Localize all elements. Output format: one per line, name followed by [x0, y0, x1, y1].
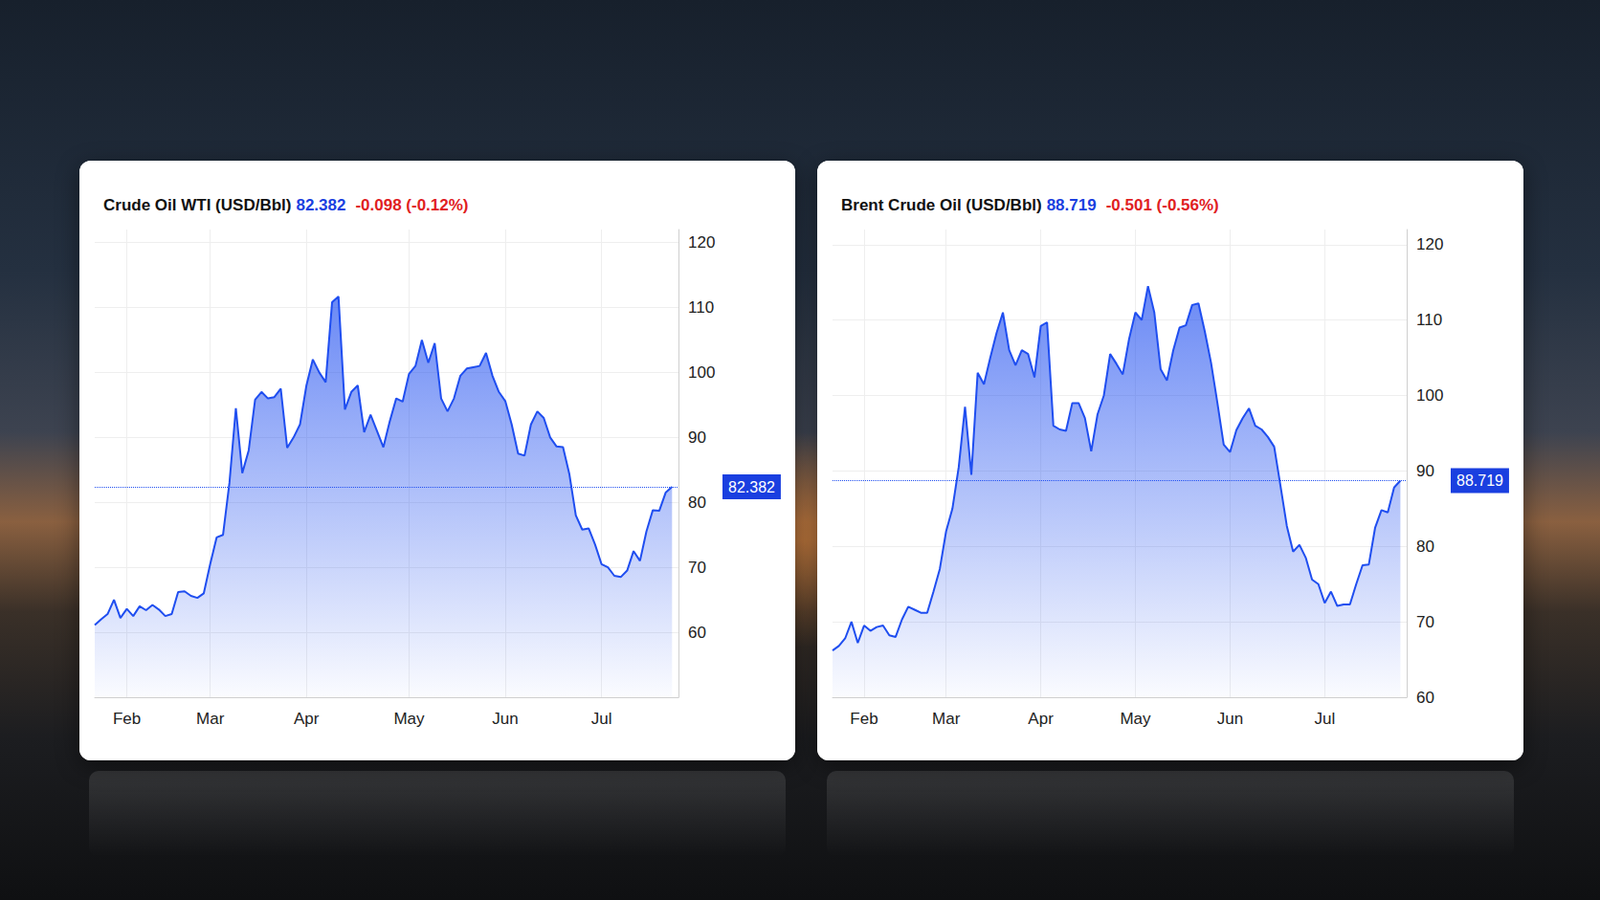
svg-text:Apr: Apr: [1027, 710, 1054, 729]
svg-text:100: 100: [1416, 386, 1444, 405]
svg-text:88.719: 88.719: [1046, 196, 1097, 215]
svg-text:60: 60: [1416, 688, 1435, 708]
svg-text:110: 110: [1416, 311, 1443, 330]
svg-text:90: 90: [688, 428, 707, 447]
svg-text:Crude Oil WTI (USD/Bbl): Crude Oil WTI (USD/Bbl): [103, 196, 291, 215]
svg-text:May: May: [1119, 710, 1152, 729]
svg-text:60: 60: [688, 623, 707, 643]
svg-text:70: 70: [1416, 613, 1435, 632]
svg-text:Apr: Apr: [293, 710, 320, 729]
svg-text:120: 120: [688, 233, 715, 252]
svg-text:80: 80: [688, 493, 707, 512]
svg-text:120: 120: [1416, 235, 1444, 254]
svg-text:Brent Crude Oil (USD/Bbl): Brent Crude Oil (USD/Bbl): [841, 196, 1043, 215]
svg-text:82.382: 82.382: [728, 479, 776, 496]
svg-text:Mar: Mar: [932, 710, 961, 729]
svg-text:Feb: Feb: [112, 710, 141, 729]
svg-text:Jun: Jun: [491, 710, 518, 729]
svg-text:Feb: Feb: [849, 710, 878, 729]
svg-text:88.719: 88.719: [1456, 472, 1504, 489]
svg-text:90: 90: [1416, 462, 1435, 481]
svg-text:Mar: Mar: [196, 710, 225, 729]
svg-text:-0.501 (-0.56%): -0.501 (-0.56%): [1106, 196, 1220, 215]
svg-text:82.382: 82.382: [295, 196, 346, 215]
svg-text:110: 110: [688, 298, 714, 317]
svg-text:70: 70: [688, 558, 707, 578]
svg-text:-0.098 (-0.12%): -0.098 (-0.12%): [355, 196, 468, 215]
svg-text:80: 80: [1416, 537, 1435, 556]
svg-text:Jul: Jul: [1313, 710, 1335, 729]
svg-text:100: 100: [688, 363, 715, 382]
svg-text:Jul: Jul: [591, 710, 613, 729]
svg-text:Jun: Jun: [1217, 710, 1244, 729]
svg-text:May: May: [393, 710, 425, 729]
